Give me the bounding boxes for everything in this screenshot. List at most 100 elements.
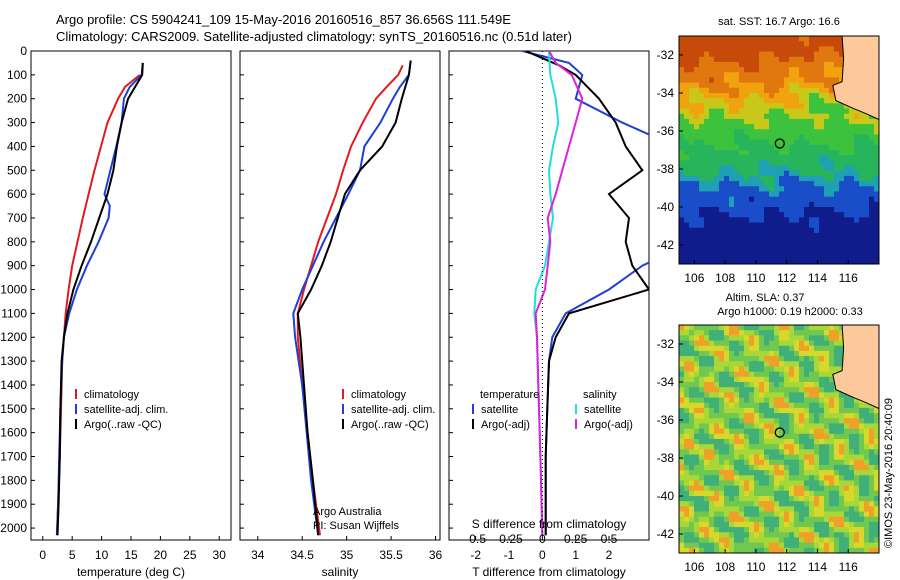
map-cell: [794, 36, 800, 42]
map-cell: [799, 238, 805, 244]
map-cell: [739, 366, 745, 373]
map-cell: [779, 496, 785, 502]
map-cell: [844, 118, 850, 125]
map-cell: [679, 175, 685, 182]
map-cell: [704, 547, 710, 553]
map-cell: [764, 501, 770, 507]
map-cell: [809, 181, 815, 187]
map-cell: [789, 113, 795, 120]
map-cell: [839, 392, 845, 399]
map-cell: [759, 423, 765, 430]
map-cell: [809, 51, 815, 58]
map-cell: [814, 175, 820, 182]
map-cell: [819, 51, 825, 58]
map-cell: [804, 139, 810, 146]
map-cell: [749, 376, 755, 383]
x-tick-label: 0: [539, 548, 546, 562]
secondary-x-tick-label: -0.5: [465, 532, 486, 546]
map-cell: [759, 232, 765, 239]
map-cell: [714, 160, 720, 167]
map-cell: [754, 521, 760, 528]
map-cell: [789, 175, 795, 182]
map-cell: [834, 41, 840, 47]
map-cell: [744, 207, 750, 213]
map-cell: [789, 335, 795, 342]
map-cell: [759, 527, 765, 533]
map-cell: [704, 501, 710, 507]
map-cell: [759, 376, 765, 383]
map-cell: [689, 475, 695, 482]
map-cell: [854, 207, 860, 213]
map-cell: [749, 56, 755, 63]
map-cell: [689, 129, 695, 136]
map-cell: [689, 77, 695, 84]
map-cell: [859, 248, 865, 255]
map-cell: [754, 428, 760, 435]
map-cell: [744, 243, 750, 250]
map-cell: [774, 330, 780, 336]
map-cell: [859, 217, 865, 224]
map-cell: [784, 201, 790, 208]
map-cell: [719, 433, 725, 440]
map-cell: [859, 475, 865, 482]
map-cell: [679, 454, 685, 461]
map-cell: [824, 459, 830, 466]
map-cell: [744, 454, 750, 461]
map-cell: [709, 253, 715, 260]
map-cell: [844, 532, 850, 539]
map-cell: [709, 397, 715, 404]
map-cell: [809, 407, 815, 414]
map-cell: [759, 77, 765, 84]
map-cell: [699, 527, 705, 533]
map-cell: [839, 155, 845, 161]
map-cell: [789, 501, 795, 507]
map-cell: [784, 371, 790, 378]
map-cell: [709, 201, 715, 208]
map-cell: [789, 41, 795, 47]
map-cell: [719, 366, 725, 373]
map-cell: [744, 542, 750, 549]
map-cell: [834, 155, 840, 161]
map-cell: [754, 113, 760, 120]
map-cell: [714, 371, 720, 378]
map-cell: [749, 350, 755, 357]
map-cell: [784, 124, 790, 130]
map-cell: [709, 366, 715, 373]
map-cell: [729, 160, 735, 167]
map-cell: [719, 36, 725, 42]
map-cell: [694, 103, 700, 110]
map-cell: [799, 527, 805, 533]
map-cell: [679, 402, 685, 409]
map-cell: [704, 144, 710, 151]
map-cell: [784, 470, 790, 476]
map-cell: [714, 186, 720, 193]
map-cell: [814, 113, 820, 120]
map-cell: [769, 41, 775, 47]
map-cell: [799, 67, 805, 73]
map-cell: [814, 238, 820, 244]
map-cell: [784, 376, 790, 383]
map-cell: [729, 527, 735, 533]
map-cell: [694, 248, 700, 255]
map-cell: [794, 212, 800, 218]
map-cell: [849, 108, 855, 115]
map-cell: [754, 222, 760, 229]
map-cell: [729, 155, 735, 161]
map-cell: [684, 402, 690, 409]
map-cell: [799, 382, 805, 388]
map-cell: [704, 113, 710, 120]
map-cell: [699, 480, 705, 487]
map-cell: [834, 366, 840, 373]
map-cell: [804, 207, 810, 213]
map-cell: [814, 56, 820, 63]
map-cell: [824, 113, 830, 120]
map-cell: [764, 258, 770, 264]
map-cell: [689, 98, 695, 104]
map-cell: [799, 413, 805, 419]
map-cell: [824, 144, 830, 151]
map-cell: [709, 186, 715, 193]
map-cell: [799, 376, 805, 383]
map-cell: [719, 77, 725, 84]
map-cell: [834, 335, 840, 342]
map-cell: [804, 537, 810, 544]
